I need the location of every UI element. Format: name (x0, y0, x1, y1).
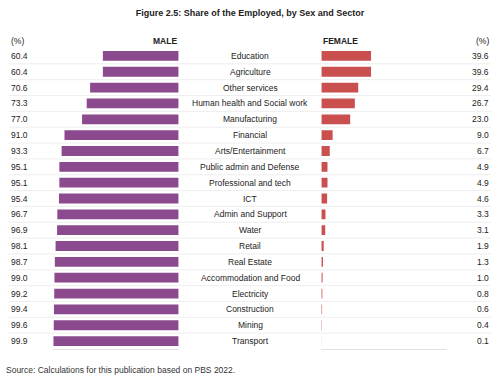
svg-text:99.9: 99.9 (11, 336, 28, 346)
svg-text:95.1: 95.1 (11, 162, 28, 172)
svg-text:Human health and Social work: Human health and Social work (192, 98, 308, 108)
svg-text:9.0: 9.0 (477, 130, 489, 140)
svg-text:1.3: 1.3 (477, 257, 489, 267)
svg-text:Retail: Retail (239, 241, 261, 251)
svg-text:ICT: ICT (243, 194, 257, 204)
svg-text:3.3: 3.3 (477, 209, 489, 219)
svg-text:29.4: 29.4 (472, 83, 489, 93)
svg-text:Source: Calculations for this: Source: Calculations for this publicatio… (6, 365, 235, 375)
svg-text:Professional and tech: Professional and tech (209, 178, 291, 188)
svg-text:Accommodation and Food: Accommodation and Food (201, 273, 300, 283)
svg-text:0.4: 0.4 (477, 320, 489, 330)
svg-text:Public admin and Defense: Public admin and Defense (200, 162, 300, 172)
svg-text:96.9: 96.9 (11, 225, 28, 235)
svg-text:Agriculture: Agriculture (230, 67, 271, 77)
svg-text:0.8: 0.8 (477, 289, 489, 299)
svg-text:Manufacturing: Manufacturing (223, 114, 277, 124)
svg-text:95.1: 95.1 (11, 178, 28, 188)
svg-text:70.6: 70.6 (11, 83, 28, 93)
svg-text:Education: Education (231, 51, 269, 61)
svg-text:98.7: 98.7 (11, 257, 28, 267)
svg-text:73.3: 73.3 (11, 98, 28, 108)
svg-text:Other services: Other services (223, 83, 278, 93)
svg-text:Transport: Transport (232, 336, 269, 346)
svg-text:Construction: Construction (226, 304, 274, 314)
svg-text:77.0: 77.0 (11, 114, 28, 124)
svg-text:99.4: 99.4 (11, 304, 28, 314)
svg-text:4.9: 4.9 (477, 162, 489, 172)
svg-text:99.2: 99.2 (11, 289, 28, 299)
svg-text:60.4: 60.4 (11, 67, 28, 77)
svg-text:60.4: 60.4 (11, 51, 28, 61)
svg-text:26.7: 26.7 (472, 98, 489, 108)
svg-text:93.3: 93.3 (11, 146, 28, 156)
svg-text:3.1: 3.1 (477, 225, 489, 235)
svg-text:39.6: 39.6 (472, 67, 489, 77)
svg-text:Arts/Entertainment: Arts/Entertainment (215, 146, 286, 156)
svg-text:(%): (%) (11, 36, 24, 46)
svg-text:Admin and Support: Admin and Support (214, 209, 287, 219)
svg-text:91.0: 91.0 (11, 130, 28, 140)
svg-text:98.1: 98.1 (11, 241, 28, 251)
svg-text:95.4: 95.4 (11, 194, 28, 204)
svg-text:Water: Water (239, 225, 262, 235)
svg-text:1.0: 1.0 (477, 273, 489, 283)
svg-text:FEMALE: FEMALE (323, 36, 358, 46)
svg-text:(%): (%) (476, 36, 489, 46)
svg-text:4.6: 4.6 (477, 194, 489, 204)
svg-text:1.9: 1.9 (477, 241, 489, 251)
svg-text:MALE: MALE (153, 36, 177, 46)
svg-text:Financial: Financial (233, 130, 267, 140)
svg-text:0.6: 0.6 (477, 304, 489, 314)
svg-text:0.1: 0.1 (477, 336, 489, 346)
svg-text:Electricity: Electricity (232, 289, 269, 299)
svg-text:4.9: 4.9 (477, 178, 489, 188)
svg-text:39.6: 39.6 (472, 51, 489, 61)
svg-text:96.7: 96.7 (11, 209, 28, 219)
svg-text:99.0: 99.0 (11, 273, 28, 283)
svg-text:99.6: 99.6 (11, 320, 28, 330)
svg-text:Mining: Mining (238, 320, 263, 330)
svg-text:Figure 2.5: Share of the Emplo: Figure 2.5: Share of the Employed, by Se… (136, 8, 365, 18)
svg-text:Real Estate: Real Estate (228, 257, 272, 267)
svg-text:6.7: 6.7 (477, 146, 489, 156)
svg-text:23.0: 23.0 (472, 114, 489, 124)
